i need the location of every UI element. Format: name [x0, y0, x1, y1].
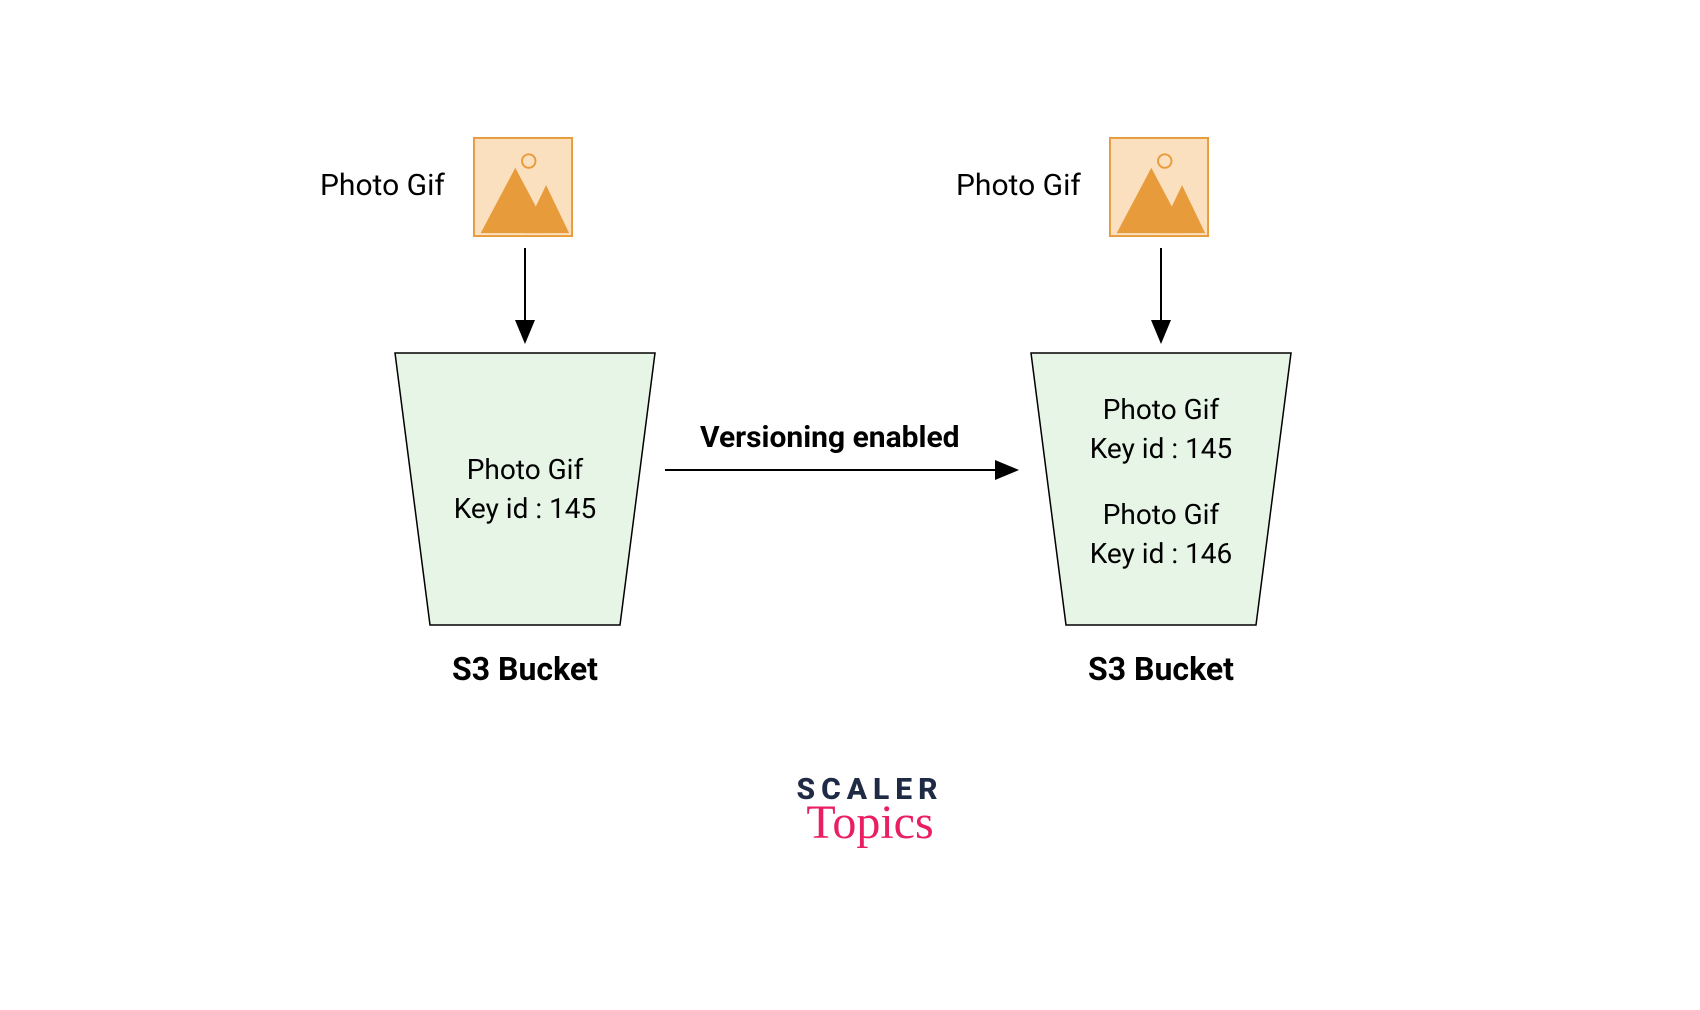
- bucket-item-key: Key id : 145: [1031, 429, 1291, 468]
- bucket-label-right: S3 Bucket: [1061, 650, 1261, 688]
- bucket-item-name: Photo Gif: [1031, 495, 1291, 534]
- bucket-item-key: Key id : 145: [395, 489, 655, 528]
- photo-label-right: Photo Gif: [956, 168, 1081, 203]
- diagram-canvas: Photo Gif Photo Gif Key id : 145 S3 Buck…: [0, 0, 1700, 1010]
- center-arrow-label: Versioning enabled: [700, 420, 960, 455]
- scaler-topics-logo: SCALER Topics: [770, 775, 970, 844]
- bucket-item-name: Photo Gif: [395, 450, 655, 489]
- bucket-item-name: Photo Gif: [1031, 390, 1291, 429]
- bucket-item-right-1: Photo Gif Key id : 146: [1031, 495, 1291, 573]
- photo-gif-icon-right: [1109, 137, 1209, 237]
- logo-bottom-text: Topics: [770, 801, 970, 844]
- arrow-down-left: [0, 0, 1700, 1010]
- bucket-label-left: S3 Bucket: [425, 650, 625, 688]
- bucket-item-left-0: Photo Gif Key id : 145: [395, 450, 655, 528]
- bucket-item-right-0: Photo Gif Key id : 145: [1031, 390, 1291, 468]
- bucket-item-key: Key id : 146: [1031, 534, 1291, 573]
